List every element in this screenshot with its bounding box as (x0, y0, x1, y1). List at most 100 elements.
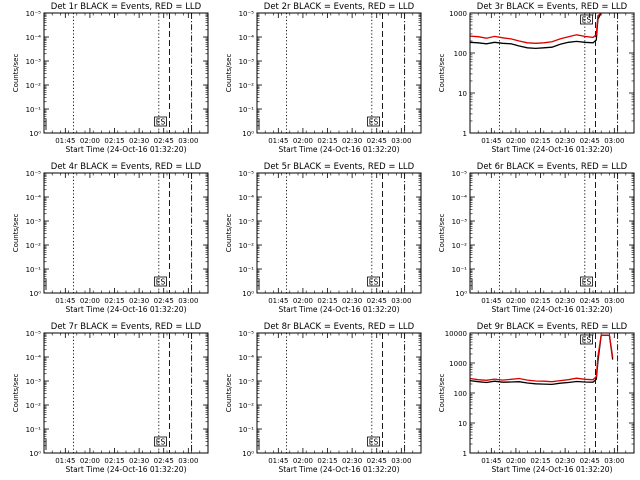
marker-label: ES (156, 438, 166, 447)
x-tick-label: 03:00 (178, 457, 198, 465)
y-axis-title: Counts/sec (438, 214, 446, 253)
y-tick-label: 10⁻¹ (26, 106, 42, 114)
marker-label: ES (582, 16, 592, 25)
chart-panel: Det 5r BLACK = Events, RED = LLD 10⁰ 10⁻¹ 1… (225, 162, 422, 314)
y-tick-label: 10⁻³ (26, 378, 42, 386)
y-tick-label: 10⁻¹ (26, 266, 42, 274)
x-tick-label: 02:00 (506, 457, 526, 465)
y-tick-label: 10⁻⁵ (239, 170, 255, 178)
marker-box (154, 276, 167, 287)
y-tick-label: 10⁻⁴ (26, 194, 42, 202)
x-tick-label: 03:00 (391, 137, 411, 145)
x-tick-label: 02:45 (367, 137, 387, 145)
x-axis-title: Start Time (24-Oct-16 01:32:20) (65, 305, 186, 314)
y-tick-label: 1 (463, 450, 467, 458)
x-tick-label: 01:45 (268, 457, 288, 465)
x-tick-label: 02:15 (530, 137, 550, 145)
x-tick-label: 03:00 (391, 457, 411, 465)
plot-frame (43, 332, 209, 454)
y-axis-title: Counts/sec (12, 214, 20, 253)
x-axis-title: Start Time (24-Oct-16 01:32:20) (65, 465, 186, 474)
x-tick-label: 02:30 (129, 457, 149, 465)
y-axis-title: Counts/sec (225, 214, 233, 253)
plot-frame (469, 12, 635, 134)
y-tick-label: 10⁻³ (239, 218, 255, 226)
x-tick-label: 01:45 (481, 297, 501, 305)
marker-label: ES (156, 118, 166, 127)
series-line (469, 334, 614, 386)
y-tick-label: 10000 (445, 330, 467, 338)
x-tick-label: 02:45 (367, 297, 387, 305)
plot-frame (256, 12, 422, 134)
marker-box (154, 116, 167, 127)
x-tick-label: 02:30 (129, 297, 149, 305)
y-tick-label: 10⁻¹ (239, 266, 255, 274)
y-axis-title: Counts/sec (438, 54, 446, 93)
x-tick-label: 02:30 (555, 137, 575, 145)
chart-title: Det 1r BLACK = Events, RED = LLD (51, 2, 202, 12)
x-axis-title: Start Time (24-Oct-16 01:32:20) (278, 145, 399, 154)
chart-panel: Det 7r BLACK = Events, RED = LLD 10⁰ 10⁻¹ 1… (12, 322, 209, 474)
series-line (469, 334, 614, 383)
x-tick-label: 01:45 (55, 457, 75, 465)
x-tick-label: 01:45 (481, 457, 501, 465)
marker-label: ES (369, 278, 379, 287)
chart-title: Det 7r BLACK = Events, RED = LLD (51, 322, 202, 332)
chart-panel: Det 3r BLACK = Events, RED = LLD 1 10 100 10… (438, 2, 635, 154)
y-tick-label: 10⁻⁵ (26, 330, 42, 338)
chart-panel: Det 6r BLACK = Events, RED = LLD 10⁰ 10⁻¹ 1… (438, 162, 635, 314)
y-tick-label: 10⁻¹ (26, 426, 42, 434)
x-tick-label: 02:15 (530, 457, 550, 465)
y-tick-label: 10⁻⁴ (452, 194, 468, 202)
x-tick-label: 02:00 (80, 137, 100, 145)
x-tick-label: 01:45 (481, 137, 501, 145)
y-tick-label: 10 (458, 420, 467, 428)
x-axis-title: Start Time (24-Oct-16 01:32:20) (491, 305, 612, 314)
x-tick-label: 02:00 (293, 297, 313, 305)
chart-title: Det 5r BLACK = Events, RED = LLD (264, 162, 415, 172)
marker-label: ES (582, 336, 592, 345)
y-tick-label: 10⁻² (239, 242, 255, 250)
x-tick-label: 02:15 (317, 297, 337, 305)
marker-label: ES (582, 278, 592, 287)
y-tick-label: 10⁻⁵ (26, 10, 42, 18)
y-tick-label: 10⁻⁴ (239, 194, 255, 202)
y-axis-title: Counts/sec (225, 54, 233, 93)
y-tick-label: 1 (463, 130, 467, 138)
y-axis-title: Counts/sec (12, 54, 20, 93)
y-tick-label: 10⁰ (242, 450, 254, 458)
y-tick-label: 10⁻⁵ (239, 10, 255, 18)
y-tick-label: 10⁻⁴ (239, 354, 255, 362)
marker-label: ES (369, 118, 379, 127)
y-tick-label: 10⁰ (29, 130, 41, 138)
x-tick-label: 02:15 (104, 137, 124, 145)
y-tick-label: 10⁻² (26, 82, 42, 90)
marker-box (367, 116, 380, 127)
x-tick-label: 02:45 (580, 297, 600, 305)
y-tick-label: 10⁻⁵ (452, 170, 468, 178)
x-tick-label: 02:15 (530, 297, 550, 305)
x-tick-label: 02:15 (317, 457, 337, 465)
y-tick-label: 10⁻¹ (239, 426, 255, 434)
y-tick-label: 10⁰ (242, 290, 254, 298)
chart-title: Det 8r BLACK = Events, RED = LLD (264, 322, 415, 332)
x-tick-label: 02:45 (154, 457, 174, 465)
x-tick-label: 02:45 (367, 457, 387, 465)
y-axis-title: Counts/sec (225, 374, 233, 413)
marker-box (580, 14, 593, 25)
y-tick-label: 10⁻² (239, 402, 255, 410)
y-tick-label: 10⁻² (26, 402, 42, 410)
marker-box (367, 276, 380, 287)
marker-box (580, 334, 593, 345)
y-tick-label: 10⁰ (242, 130, 254, 138)
x-tick-label: 02:00 (293, 137, 313, 145)
y-tick-label: 10⁻¹ (452, 266, 468, 274)
x-tick-label: 02:15 (104, 297, 124, 305)
y-tick-label: 10⁰ (29, 290, 41, 298)
x-tick-label: 02:45 (154, 297, 174, 305)
y-axis-title: Counts/sec (438, 374, 446, 413)
y-axis-title: Counts/sec (12, 374, 20, 413)
x-tick-label: 03:00 (178, 297, 198, 305)
x-axis-title: Start Time (24-Oct-16 01:32:20) (278, 305, 399, 314)
